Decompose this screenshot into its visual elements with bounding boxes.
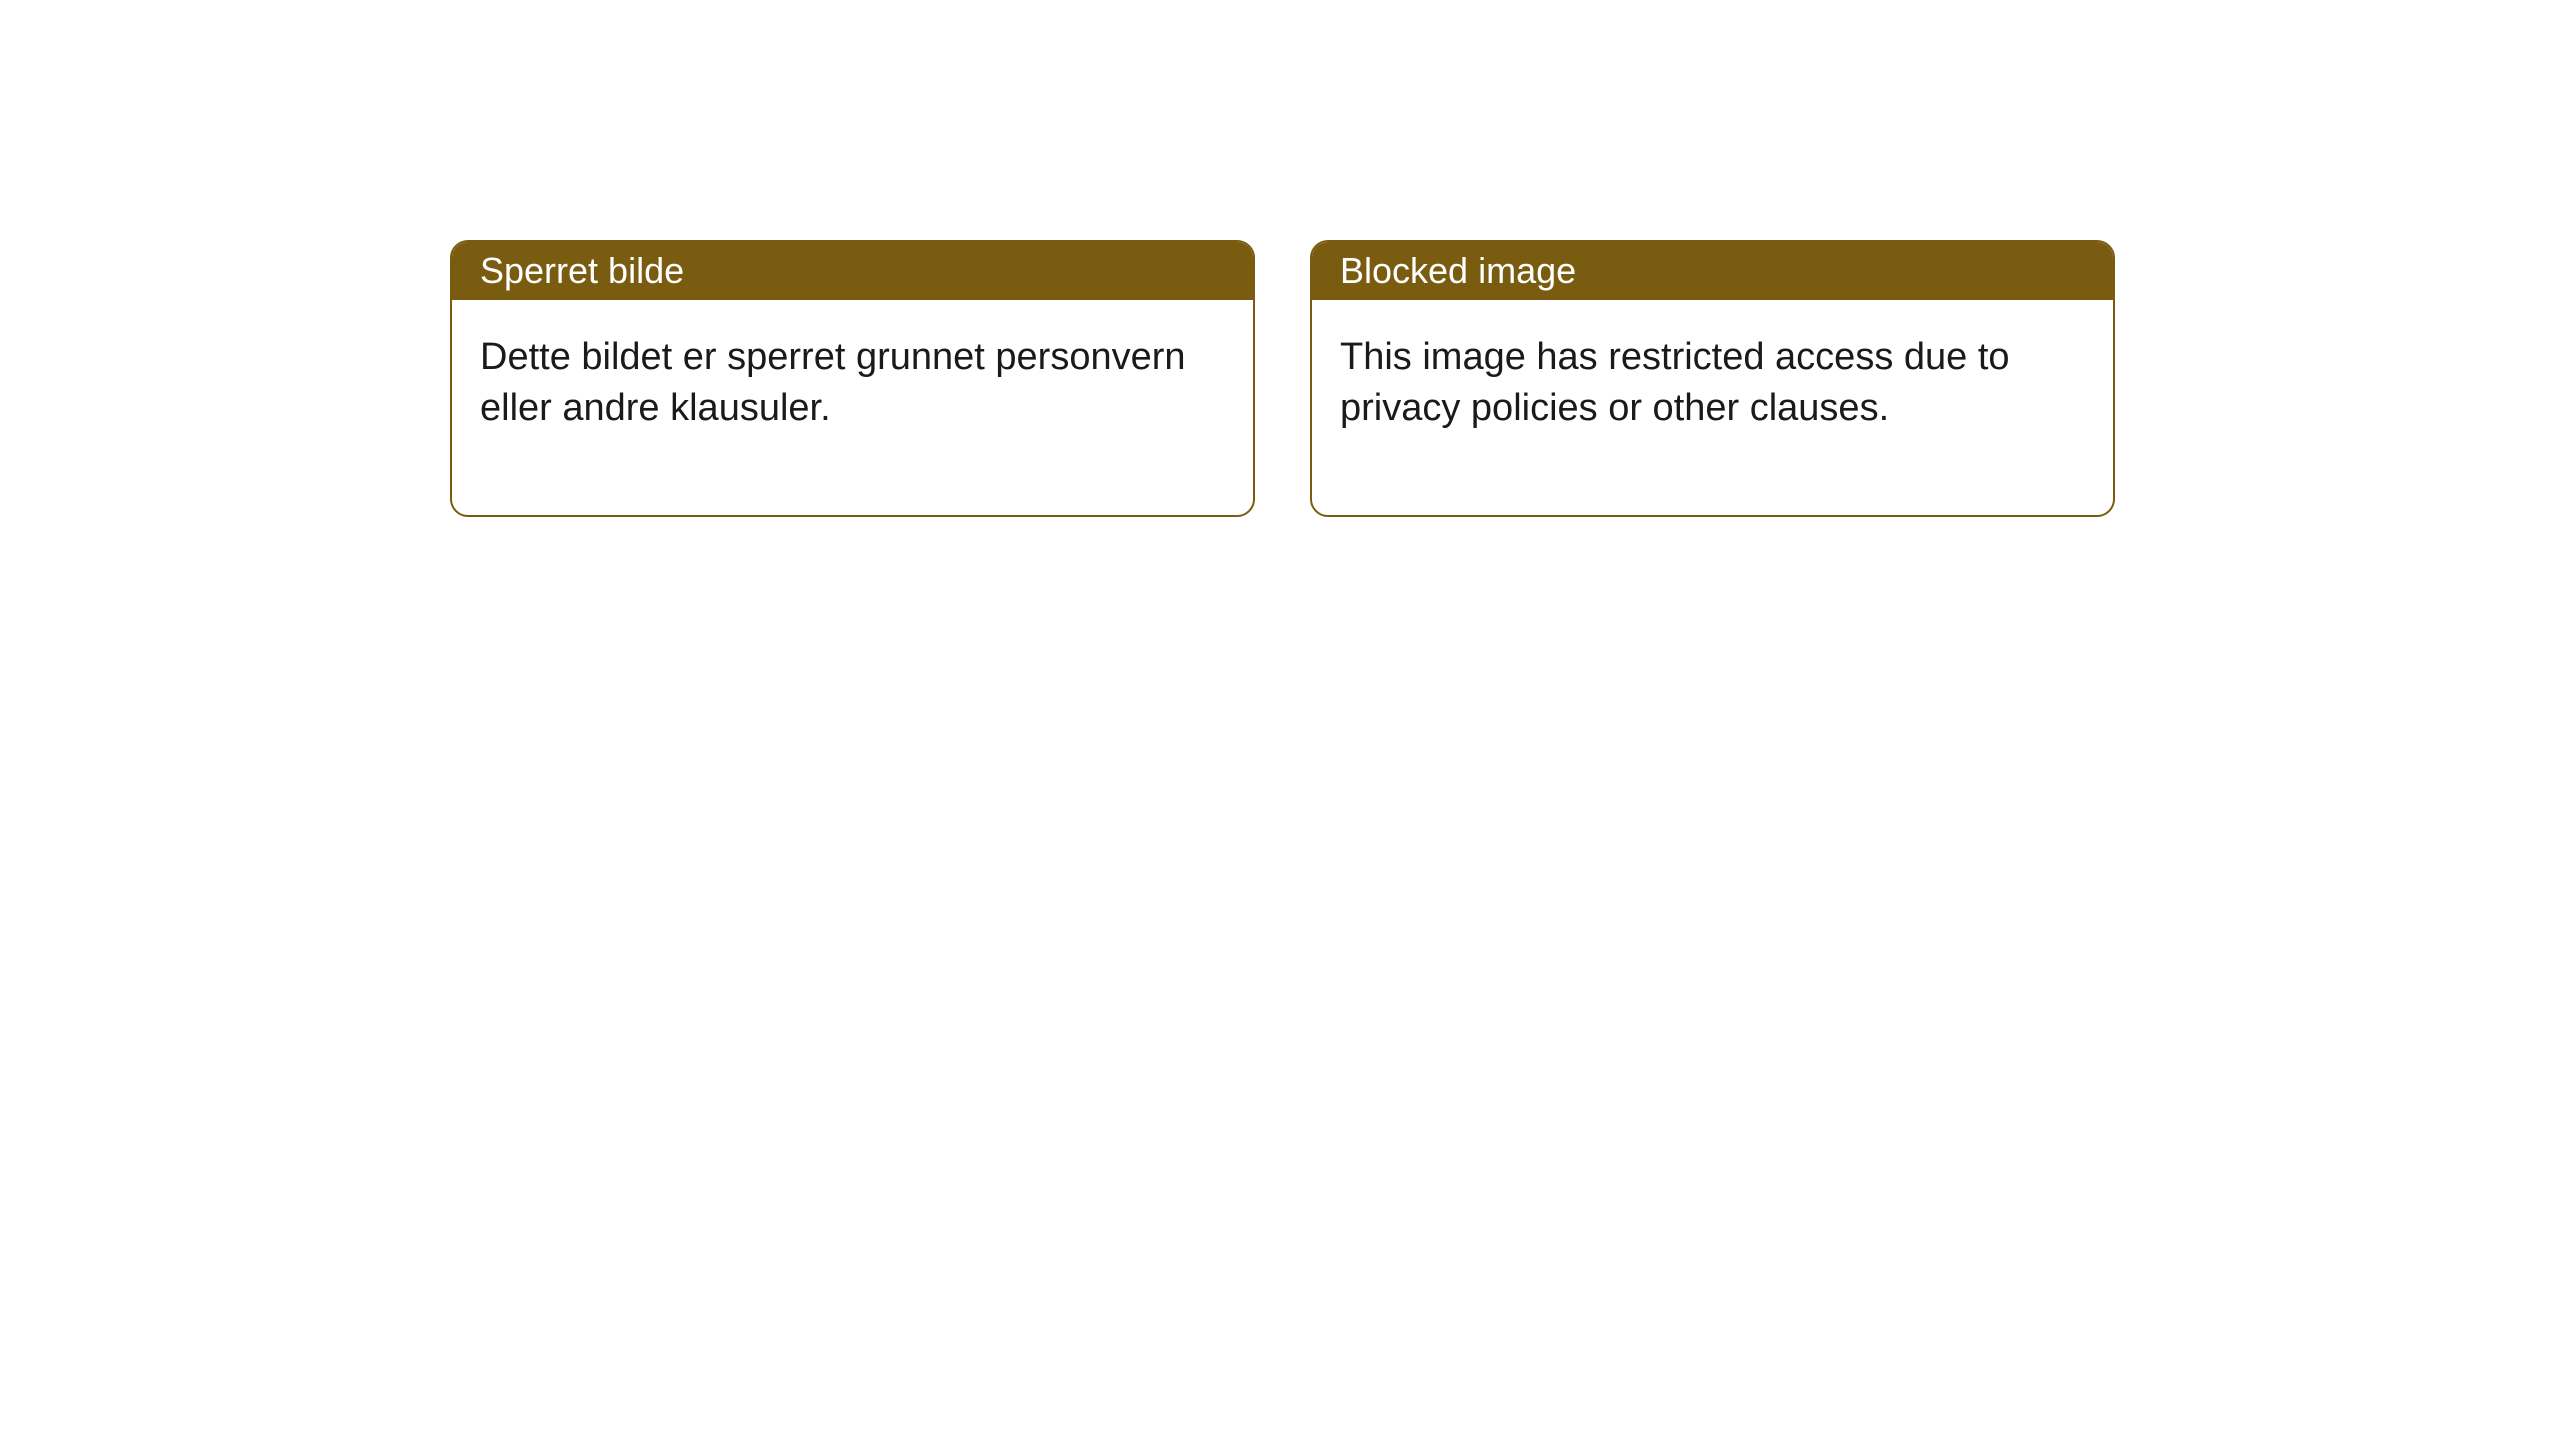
card-body: Dette bildet er sperret grunnet personve…: [452, 300, 1253, 515]
card-header: Blocked image: [1312, 242, 2113, 300]
notice-card-norwegian: Sperret bilde Dette bildet er sperret gr…: [450, 240, 1255, 517]
card-header: Sperret bilde: [452, 242, 1253, 300]
notice-card-english: Blocked image This image has restricted …: [1310, 240, 2115, 517]
notice-cards-container: Sperret bilde Dette bildet er sperret gr…: [450, 240, 2115, 517]
card-body: This image has restricted access due to …: [1312, 300, 2113, 515]
